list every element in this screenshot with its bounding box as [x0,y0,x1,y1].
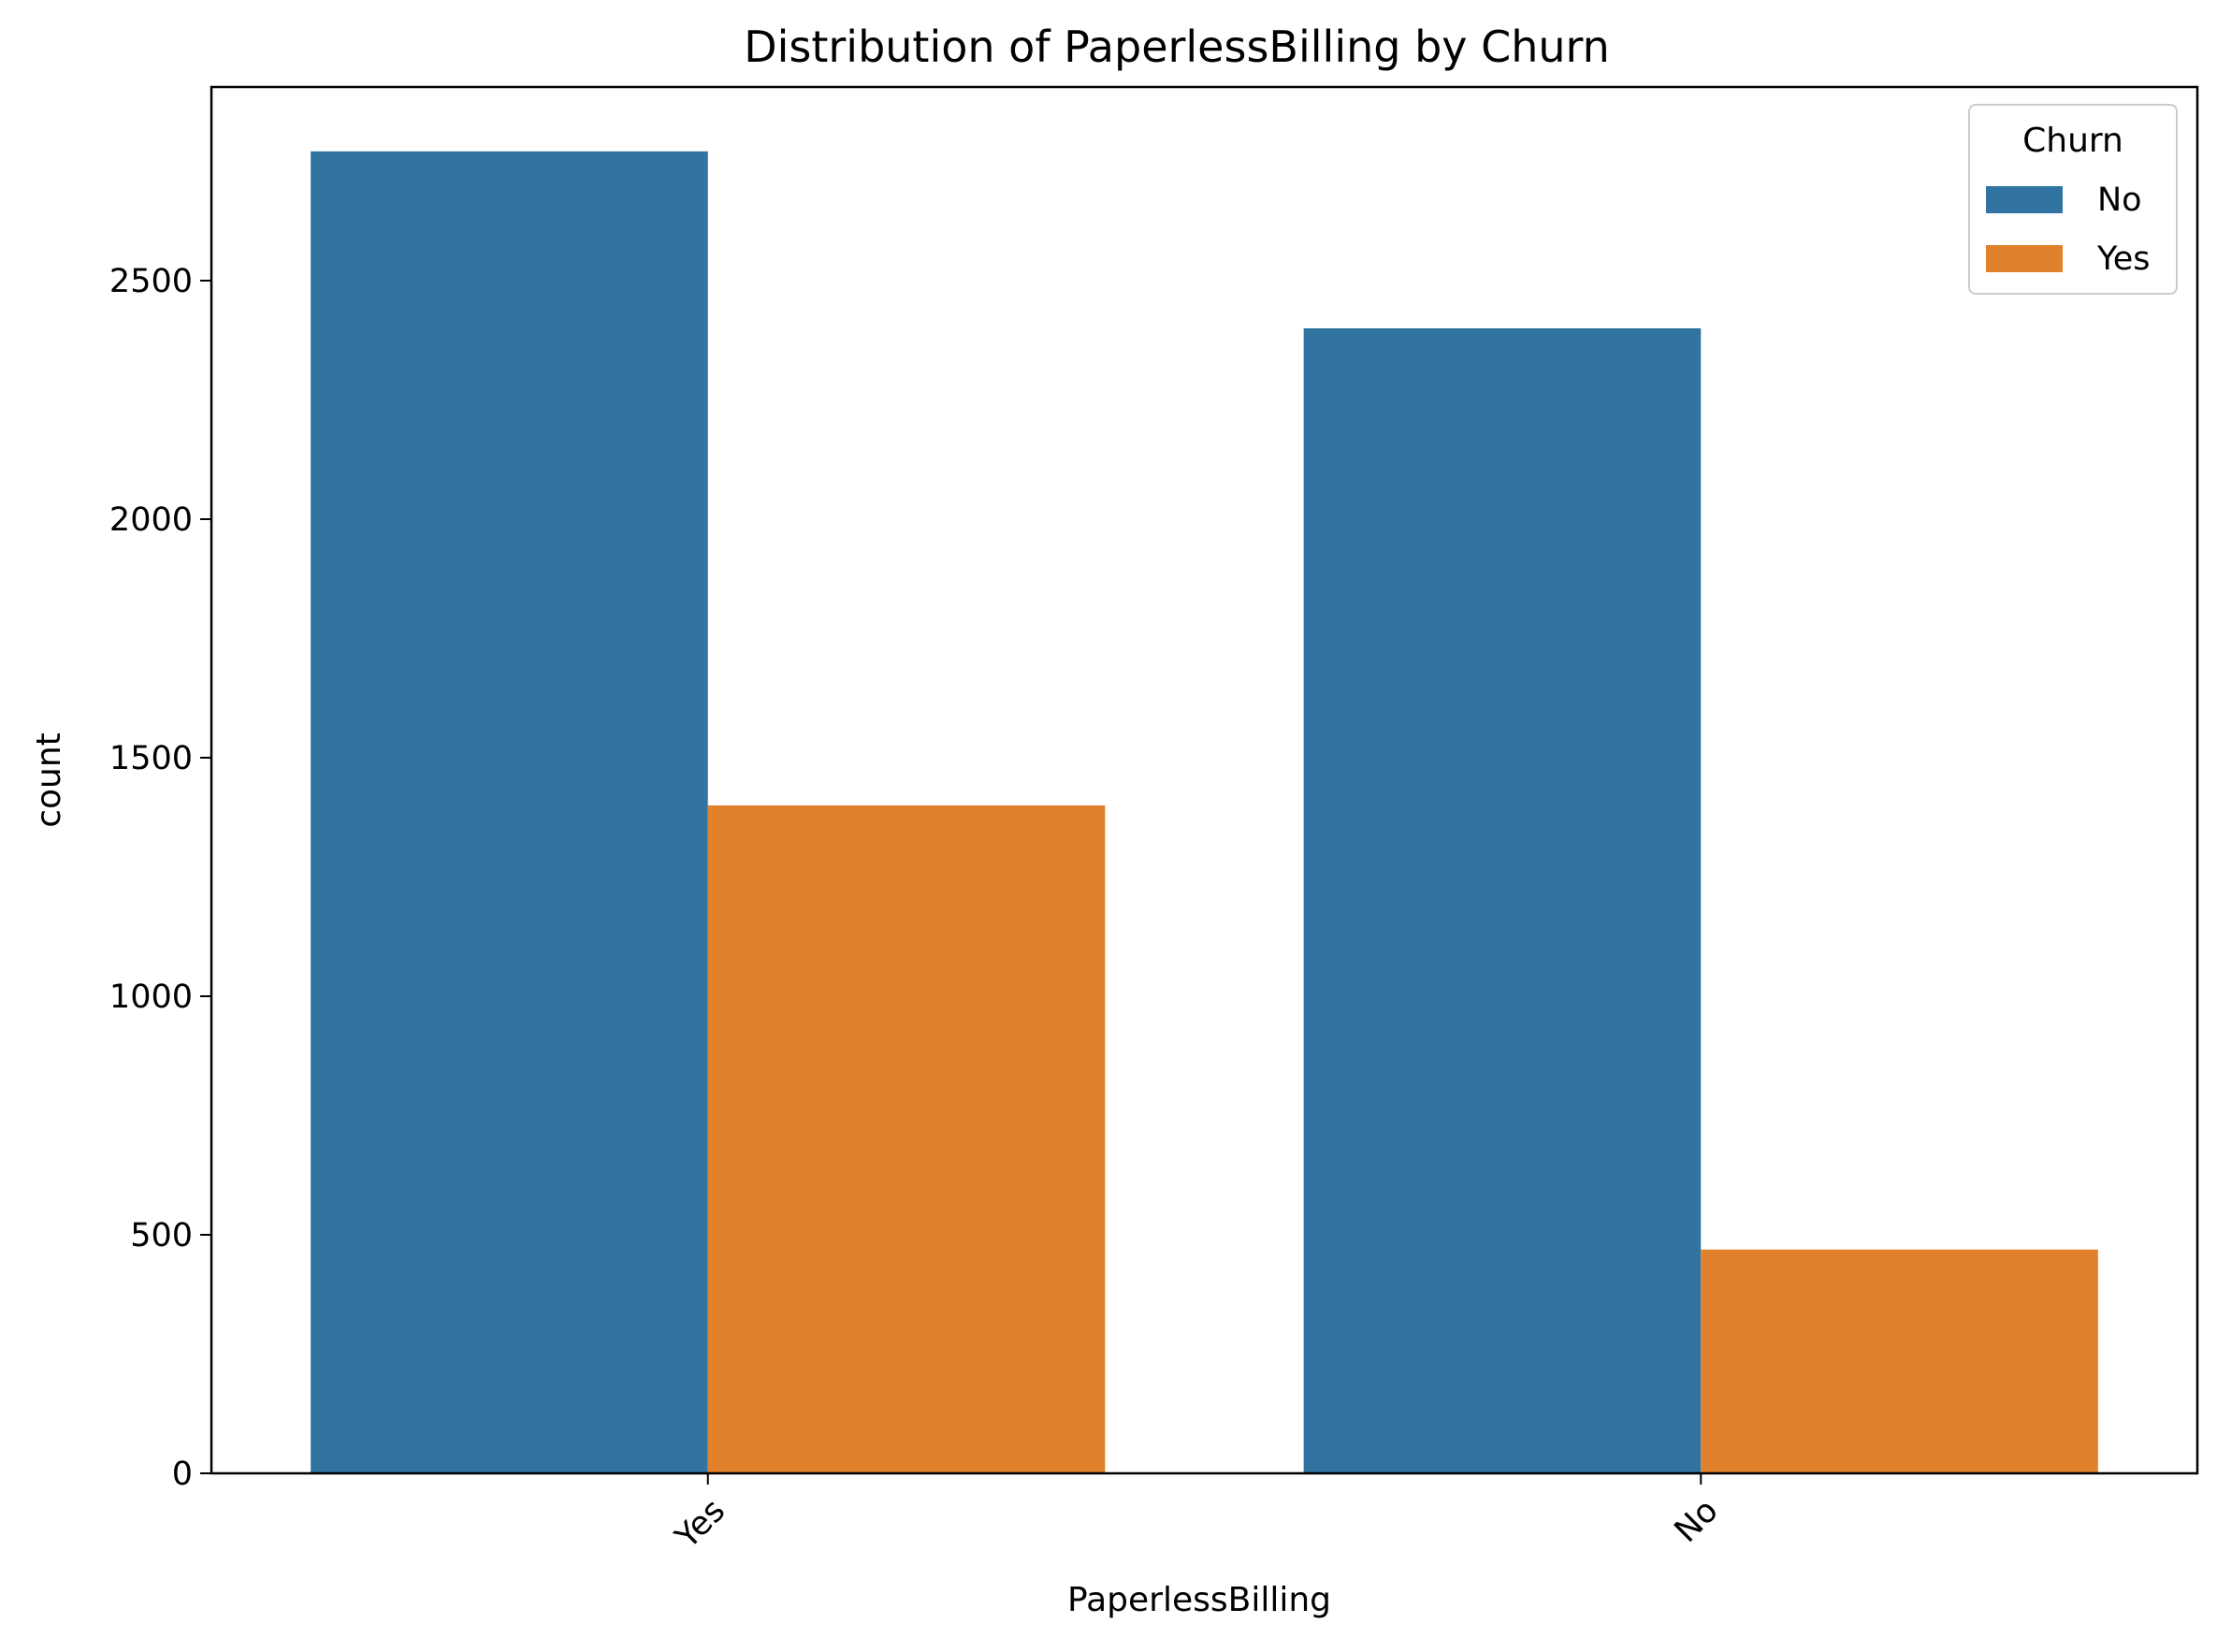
bar-yes-churn-no [311,151,708,1473]
legend-swatch-no [1986,186,2063,213]
y-tick-label: 0 [172,1456,193,1493]
x-axis-label: PaperlessBilling [1067,1581,1331,1619]
y-tick-label: 1000 [109,978,193,1016]
y-tick-label: 2500 [109,263,193,300]
bar-yes-churn-yes [707,805,1106,1473]
y-axis-ticks: 0 500 1000 1500 2000 2500 [109,263,211,1493]
bars [311,151,2098,1473]
legend-label-yes: Yes [2096,240,2151,278]
plot-frame [210,85,2199,1475]
y-axis-label: count [30,732,68,828]
bar-no-churn-no [1303,328,1702,1473]
legend-title: Churn [2022,122,2123,160]
y-tick-label: 2000 [109,501,193,539]
legend-swatch-yes [1986,245,2063,272]
x-axis-ticks: Yes No [668,1473,1726,1557]
legend-label-no: No [2097,181,2142,219]
y-tick-label: 1500 [109,740,193,777]
x-tick-label: Yes [668,1492,732,1557]
x-tick-label: No [1668,1492,1726,1550]
y-tick-label: 500 [130,1217,193,1254]
chart-title: Distribution of PaperlessBilling by Chur… [744,22,1610,72]
bar-no-churn-yes [1701,1249,2098,1473]
legend: Churn No Yes [1968,104,2178,295]
